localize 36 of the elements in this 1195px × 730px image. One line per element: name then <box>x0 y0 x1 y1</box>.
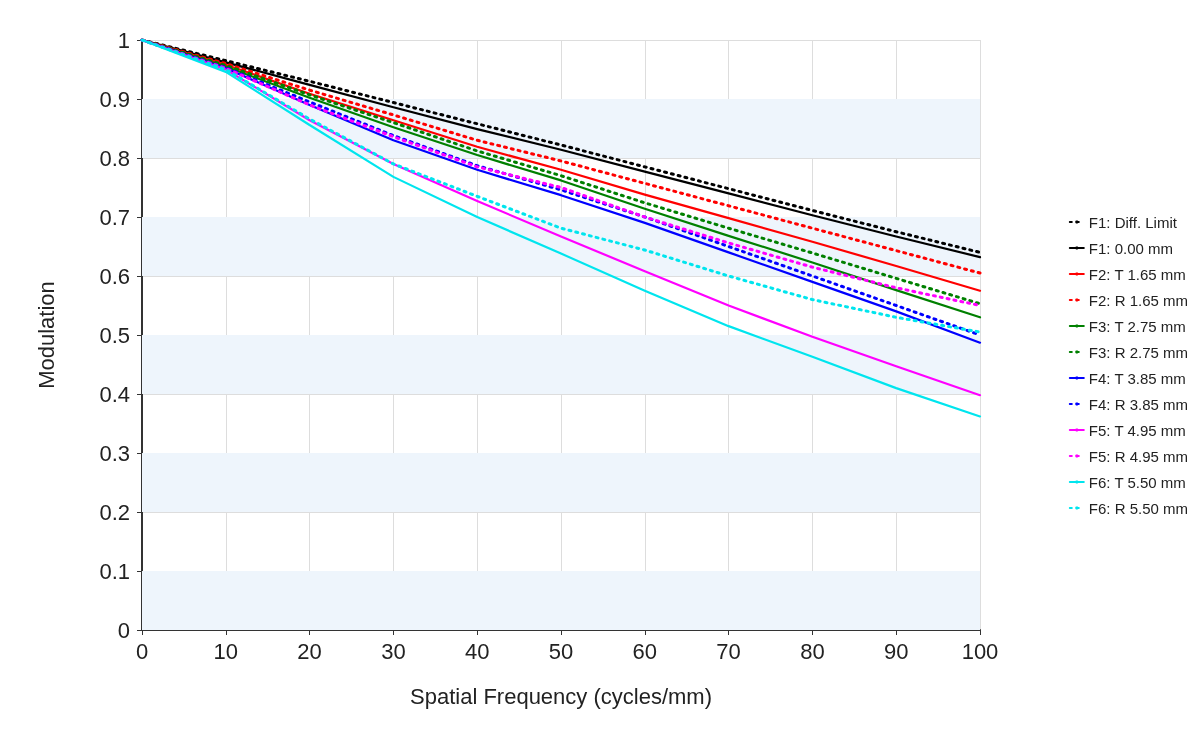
legend-label: F4: T 3.85 mm <box>1088 369 1186 387</box>
legend-label: F2: R 1.65 mm <box>1088 291 1189 309</box>
y-tick-label: 0.2 <box>99 499 130 525</box>
x-tick-label: 50 <box>548 638 574 664</box>
x-tick-label: 30 <box>381 638 406 664</box>
y-tick-label: 0.7 <box>99 204 130 230</box>
y-tick-label: 0.5 <box>99 322 130 348</box>
y-tick-label: 0.4 <box>99 381 130 407</box>
y-tick-label: 0.9 <box>99 86 130 112</box>
x-tick-label: 40 <box>464 638 490 664</box>
legend-label: F1: Diff. Limit <box>1088 213 1178 231</box>
legend-label: F2: T 1.65 mm <box>1088 265 1186 283</box>
legend-label: F6: T 5.50 mm <box>1088 473 1186 491</box>
y-tick-label: 0.3 <box>99 440 130 466</box>
legend-label: F5: R 4.95 mm <box>1088 447 1189 465</box>
legend-label: F5: T 4.95 mm <box>1088 421 1186 439</box>
x-tick-label: 20 <box>297 638 322 664</box>
x-tick-label: 10 <box>213 638 239 664</box>
legend-label: F3: R 2.75 mm <box>1088 343 1189 361</box>
y-tick-label: 0.8 <box>99 145 130 171</box>
y-tick-label: 0.6 <box>99 263 130 289</box>
x-tick-label: 80 <box>800 638 825 664</box>
y-tick-label: 1 <box>117 27 130 53</box>
x-tick-label: 90 <box>883 638 909 664</box>
y-axis-title: Modulation <box>33 281 59 389</box>
x-tick-label: 0 <box>135 638 149 664</box>
x-tick-label: 70 <box>716 638 741 664</box>
legend-label: F4: R 3.85 mm <box>1088 395 1189 413</box>
x-tick-label: 100 <box>961 638 999 664</box>
x-tick-label: 60 <box>632 638 658 664</box>
y-tick-label: 0 <box>117 617 130 643</box>
legend-label: F3: T 2.75 mm <box>1088 317 1186 335</box>
y-tick-label: 0.1 <box>99 558 130 584</box>
legend-label: F6: R 5.50 mm <box>1088 499 1189 517</box>
x-axis-title: Spatial Frequency (cycles/mm) <box>410 683 712 709</box>
legend-label: F1: 0.00 mm <box>1088 239 1174 257</box>
